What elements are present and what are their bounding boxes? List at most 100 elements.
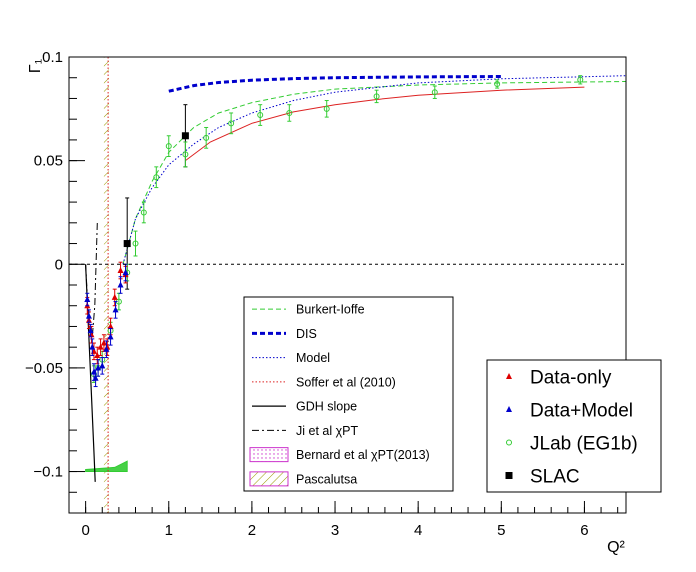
marker-triangle [107, 322, 114, 329]
point-data-model-2 [87, 323, 94, 338]
legend-label: DIS [296, 327, 317, 341]
marker-triangle [87, 327, 94, 334]
marker-open-circle [494, 80, 501, 87]
point-data-model-6 [95, 359, 102, 377]
legend-entry-data-model: Data+Model [506, 401, 633, 422]
marker-open-circle [373, 93, 380, 100]
curve-soffer-et-al-2010 [185, 86, 585, 162]
y-tick-label: −0.1 [33, 464, 63, 481]
y-tick-label: 0.1 [42, 49, 63, 66]
point-jlab-eg1b-13 [257, 104, 264, 126]
curve-burkert-ioffe [122, 81, 627, 265]
x-tick-label: 0 [81, 522, 89, 539]
y-axis-label: Γ₁ [27, 59, 44, 73]
point-jlab-eg1b-19 [577, 75, 584, 85]
points-layer [84, 75, 584, 388]
point-data-model-9 [107, 328, 114, 346]
legend-label: Data+Model [530, 401, 633, 422]
legend-label: JLab (EG1b) [530, 434, 638, 455]
x-tick-label: 2 [248, 522, 256, 539]
legend-label: Model [296, 351, 330, 365]
point-data-model-8 [103, 340, 110, 359]
legend-entry-burkert-ioffe: Burkert-Ioffe [252, 303, 365, 317]
point-data-only-4 [94, 346, 101, 365]
y-tick-label: 0.05 [34, 153, 63, 170]
marker-triangle [103, 345, 110, 352]
marker-triangle [112, 306, 119, 313]
marker-triangle [92, 374, 99, 381]
point-jlab-eg1b-11 [203, 126, 210, 149]
point-jlab-eg1b-14 [286, 104, 293, 122]
band-bernard-et-al-pt-2013 [85, 460, 128, 473]
legend-entry-dis: DIS [252, 327, 317, 341]
point-data-model-3 [89, 338, 96, 356]
legend-entry-soffer-et-al-2010: Soffer et al (2010) [252, 375, 396, 389]
legend-markers-box [486, 359, 662, 493]
point-data-only-5 [97, 338, 104, 356]
legend-marker [506, 373, 512, 379]
y-tick-label: 0 [55, 256, 63, 273]
x-tick-label: 3 [331, 522, 339, 539]
x-tick-label: 5 [497, 522, 505, 539]
point-jlab-eg1b-8 [153, 166, 160, 189]
legend-label: Bernard et al χPT(2013) [296, 448, 430, 462]
marker-square [181, 132, 189, 140]
legend-swatch [249, 447, 289, 463]
bands-layer [85, 57, 128, 513]
point-jlab-eg1b-12 [228, 112, 235, 135]
marker-triangle [117, 266, 124, 273]
legend-entry-model: Model [252, 351, 330, 365]
legend-lines: Burkert-Ioffe DIS Model Soffer et al (2010)… [243, 296, 454, 492]
marker-open-circle [140, 209, 147, 216]
marker-open-circle [165, 143, 172, 150]
point-data-model-10 [112, 301, 119, 319]
marker-triangle [95, 364, 102, 371]
marker-triangle [94, 351, 101, 358]
legend-label: Ji et al χPT [296, 424, 358, 438]
marker-open-circle [431, 89, 438, 96]
marker-triangle [89, 343, 96, 350]
marker-square [123, 240, 131, 248]
point-jlab-eg1b-16 [373, 89, 380, 104]
legend-entry-bernard-et-al-pt-2013: Bernard et al χPT(2013) [249, 447, 430, 463]
marker-triangle [85, 312, 92, 319]
legend-entry-ji-et-al-pt: Ji et al χPT [252, 424, 358, 438]
marker-triangle [122, 269, 129, 276]
x-tick-label: 1 [165, 522, 173, 539]
marker-open-circle [228, 120, 235, 127]
marker-triangle [111, 293, 118, 300]
series-data-model [84, 263, 129, 388]
point-jlab-eg1b-15 [323, 100, 330, 118]
marker-triangle [84, 296, 91, 303]
marker-triangle [100, 339, 107, 346]
point-jlab-eg1b-7 [140, 201, 147, 224]
legend-label: Pascalutsa [296, 472, 357, 486]
legend-entry-jlab-eg1b: JLab (EG1b) [506, 434, 638, 455]
marker-triangle [88, 331, 95, 338]
marker-triangle [117, 281, 124, 288]
point-jlab-eg1b-17 [431, 85, 438, 99]
marker-open-circle [257, 112, 264, 119]
point-data-model-11 [117, 276, 124, 294]
marker-open-circle [153, 174, 160, 181]
marker-open-circle [577, 76, 584, 83]
legend-marker [506, 439, 512, 446]
point-jlab-eg1b-6 [132, 230, 139, 257]
point-jlab-eg1b-9 [165, 135, 172, 157]
point-data-only-9 [111, 288, 118, 307]
axes-layer: 0 1 2 3 4 5 6 −0.1 −0.05 0 0.05 0.1 [25, 49, 626, 539]
x-axis-label: Q² [607, 539, 625, 556]
marker-open-circle [182, 151, 189, 158]
x-tick-label: 4 [414, 522, 422, 539]
legend-marker [505, 472, 513, 479]
y-tick-label: −0.05 [25, 360, 63, 377]
legend-entry-pascalutsa: Pascalutsa [249, 471, 357, 487]
legend-marker [506, 406, 512, 412]
point-jlab-eg1b-10 [182, 141, 189, 168]
legend-label: Data-only [530, 368, 612, 389]
legend-label: SLAC [530, 467, 580, 488]
point-data-model-7 [99, 357, 106, 375]
marker-triangle [97, 343, 104, 350]
point-data-model-0 [84, 292, 91, 307]
marker-triangle [99, 362, 106, 369]
